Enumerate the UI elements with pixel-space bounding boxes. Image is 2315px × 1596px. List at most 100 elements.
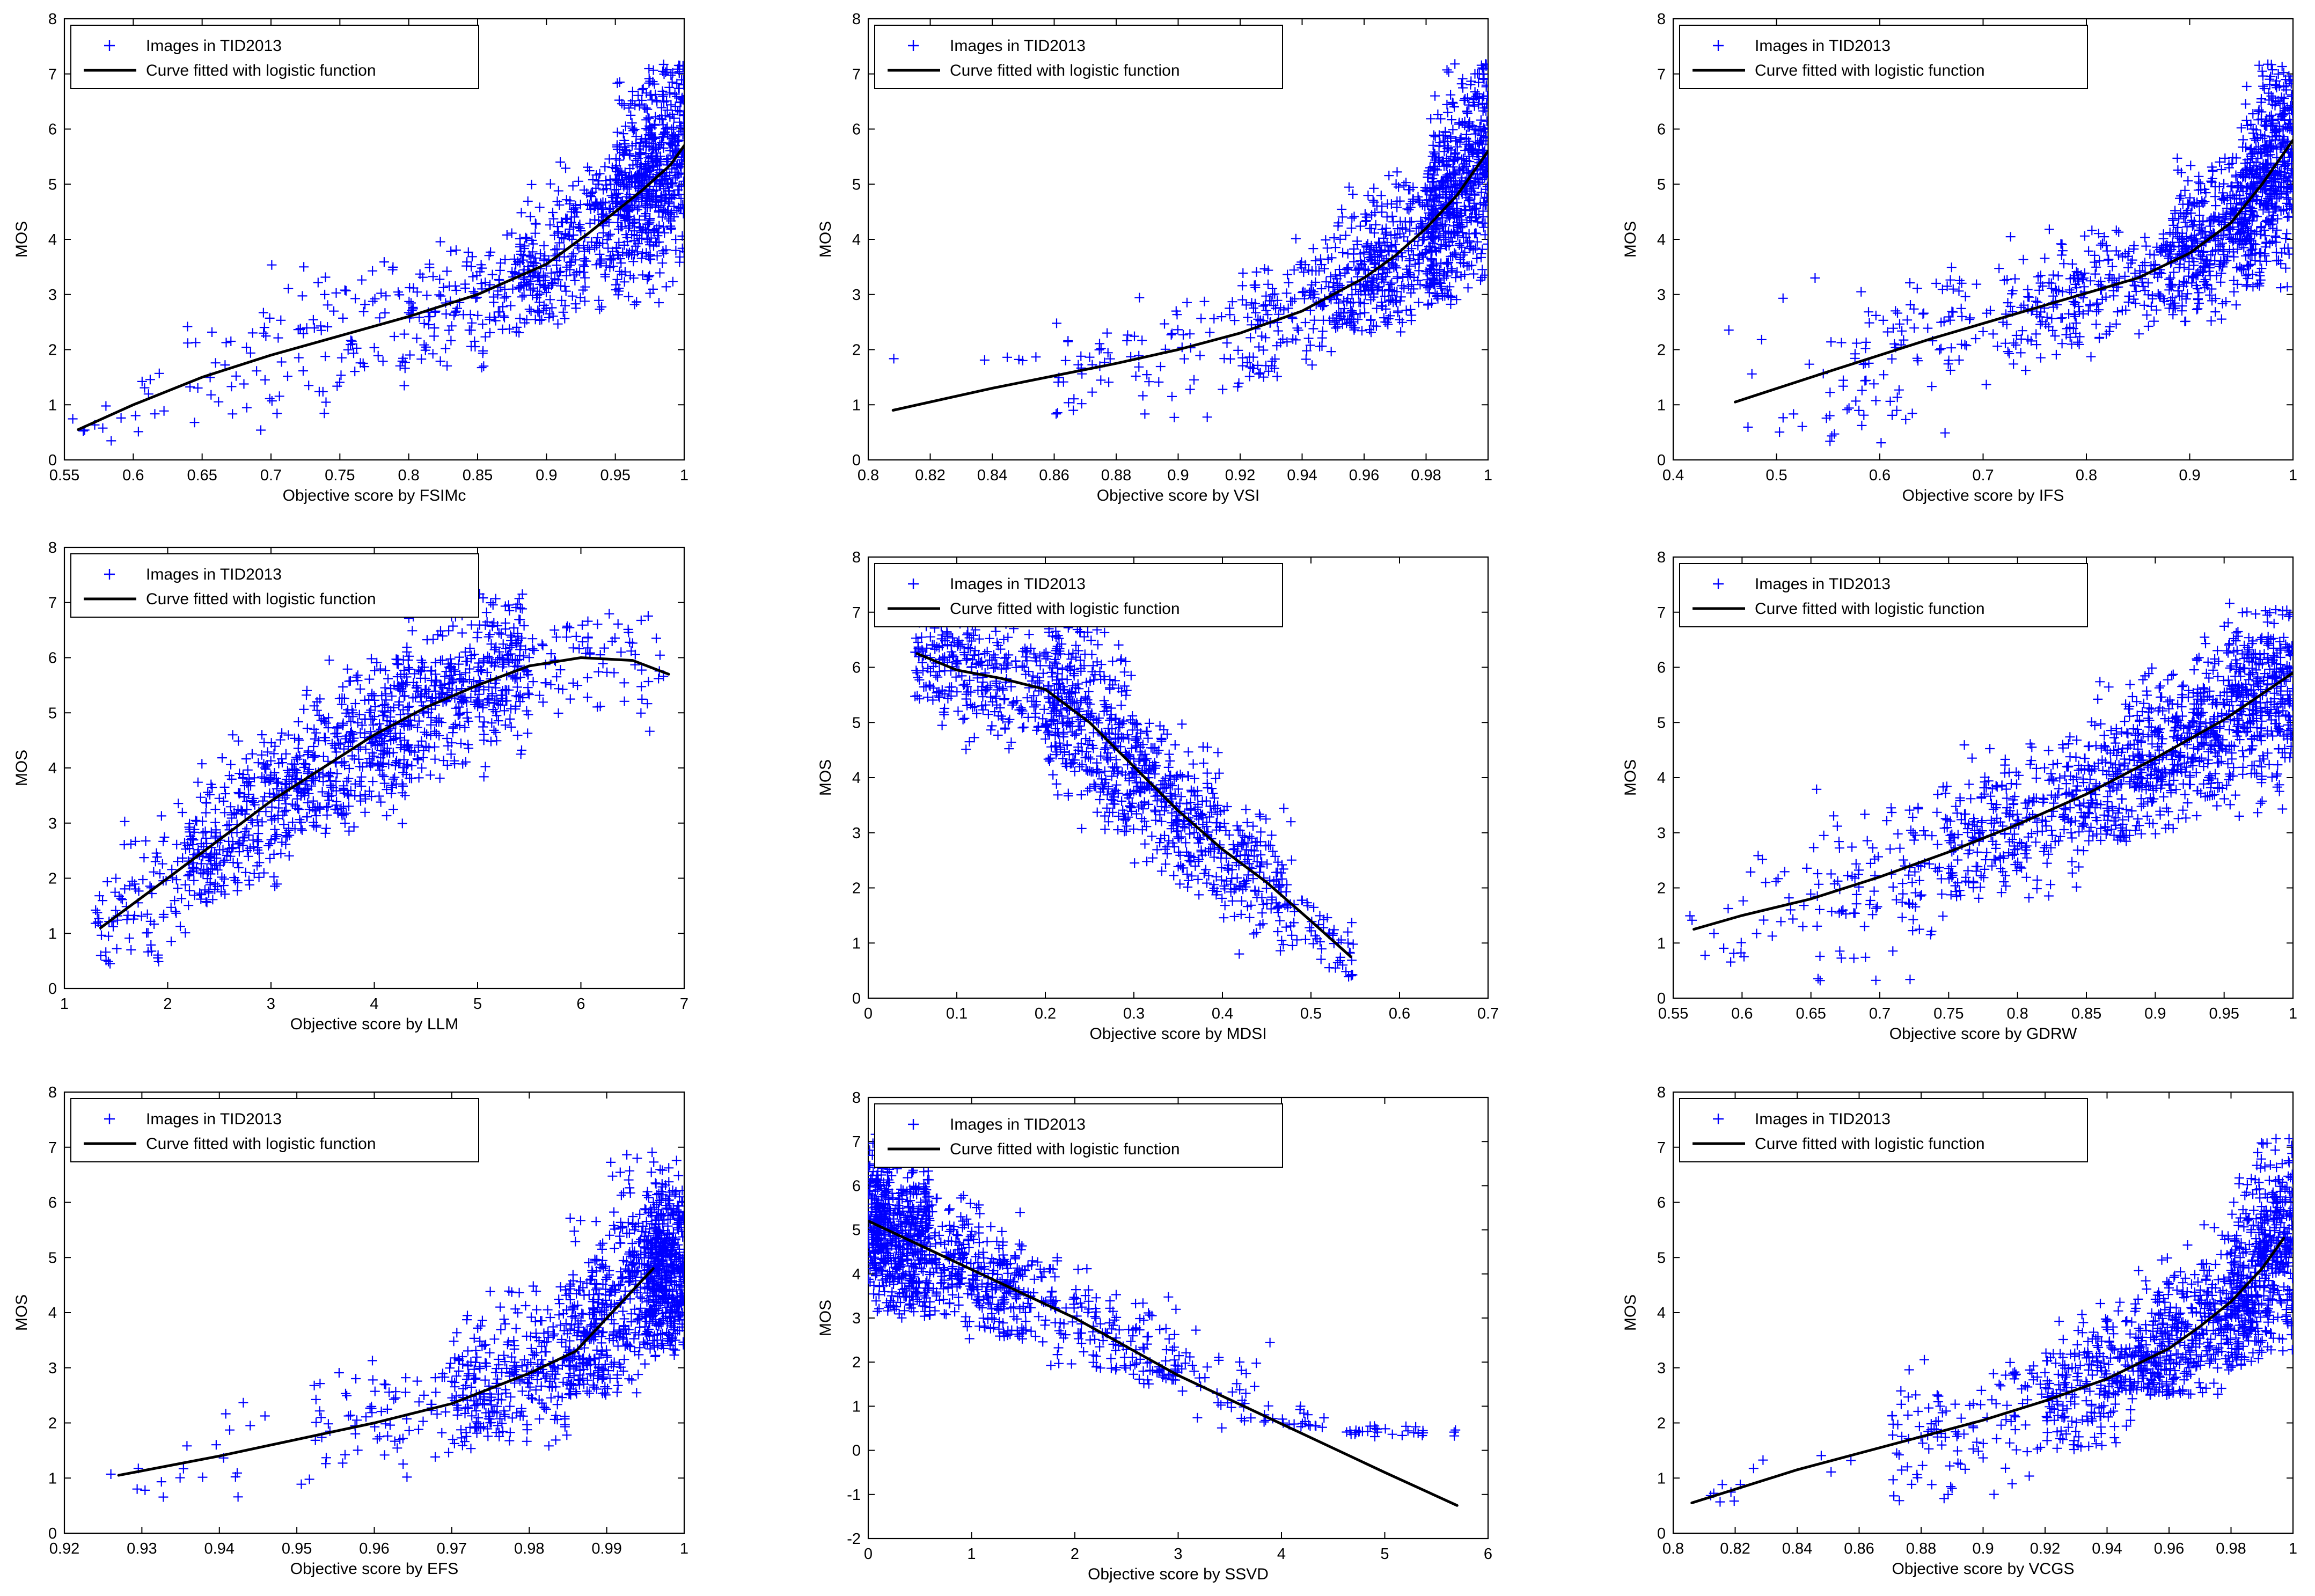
x-tick-label: 0.3: [1123, 1005, 1145, 1022]
y-tick-label: 2: [1657, 1415, 1666, 1432]
x-tick-label: 1: [1484, 467, 1492, 484]
y-tick-label: 5: [1657, 714, 1666, 731]
chart-panel-3: 0.4 0.5 0.6 0.7 0.8 0.9 1 0 1 2 3 4 5 6 7 8 Objective sc…: [1622, 11, 2297, 504]
y-tick-label: 0: [852, 452, 861, 469]
y-tick-label: 8: [48, 11, 57, 28]
y-tick-label: 2: [852, 342, 861, 359]
y-tick-label: 8: [852, 549, 861, 566]
x-tick-label: 0.4: [1212, 1005, 1233, 1022]
x-tick-label: 1: [2289, 1005, 2297, 1022]
x-tick-label: 0.85: [2071, 1005, 2101, 1022]
y-tick-label: 7: [852, 66, 861, 83]
y-tick-label: 0: [852, 1443, 861, 1460]
x-tick-label: 0.84: [977, 467, 1007, 484]
y-tick-label: -2: [847, 1531, 861, 1548]
y-tick-label: 0: [852, 990, 861, 1007]
x-tick-label: 1: [967, 1546, 976, 1563]
scatter-series: [106, 1147, 684, 1502]
x-tick-label: 3: [267, 995, 275, 1013]
x-tick-label: 0.82: [1720, 1540, 1750, 1557]
x-tick-label: 3: [1174, 1546, 1182, 1563]
x-axis-label: Objective score by LLM: [290, 1015, 458, 1033]
legend: Images in TID2013 Curve fitted with logis…: [1679, 25, 2088, 89]
x-tick-label: 0.95: [600, 467, 630, 484]
scatter-markers: [1705, 1133, 2293, 1507]
y-tick-label: 2: [1657, 342, 1666, 359]
y-tick-label: 7: [1657, 66, 1666, 83]
y-tick-label: 8: [1657, 1084, 1666, 1101]
legend-label-curve: Curve fitted with logistic function: [950, 600, 1180, 618]
x-tick-label: 0.96: [1349, 467, 1379, 484]
plot-area: [867, 1096, 1489, 1540]
x-tick-label: 5: [1380, 1546, 1389, 1563]
chart-panel-9: 0.8 0.82 0.84 0.86 0.88 0.9 0.92 0.94 0.96 0.98 1 0…: [1622, 1084, 2297, 1578]
y-tick-label: 6: [1657, 660, 1666, 677]
x-tick-label: 0.86: [1039, 467, 1069, 484]
y-tick-label: 4: [852, 231, 861, 248]
legend-label-curve: Curve fitted with logistic function: [950, 1140, 1180, 1158]
y-tick-label: -1: [847, 1487, 861, 1504]
legend-label-scatter: Images in TID2013: [1755, 37, 1891, 55]
y-tick-label: 5: [852, 1222, 861, 1239]
scatter-markers: [106, 1147, 684, 1502]
chart-panel-7: 0.92 0.93 0.94 0.95 0.96 0.97 0.98 0.99 1 0 1 2 3 4 5 6…: [13, 1084, 688, 1578]
y-tick-label: 6: [48, 1195, 57, 1212]
chart-panel-1: 0.55 0.6 0.65 0.7 0.75 0.8 0.85 0.9 0.95 1 0 1 2 3 4 5 6…: [13, 11, 688, 504]
x-tick-label: 0.82: [915, 467, 945, 484]
x-tick-label: 0.95: [282, 1540, 312, 1557]
x-tick-label: 0.85: [463, 467, 493, 484]
x-tick-label: 0: [864, 1005, 873, 1022]
legend: Images in TID2013 Curve fitted with logis…: [70, 1098, 479, 1162]
fitted-curve: [891, 150, 1488, 412]
x-tick-label: 1: [2289, 1540, 2297, 1557]
x-tick-label: 0.84: [1782, 1540, 1812, 1557]
y-tick-label: 8: [1657, 11, 1666, 28]
x-tick-label: 0.92: [1225, 467, 1255, 484]
legend-label-scatter: Images in TID2013: [146, 37, 282, 55]
plot-area: [1672, 18, 2294, 461]
y-tick-label: 5: [48, 1249, 57, 1266]
x-tick-label: 0.75: [1933, 1005, 1964, 1022]
x-tick-label: 0.7: [1869, 1005, 1891, 1022]
legend-label-curve: Curve fitted with logistic function: [146, 1135, 376, 1153]
y-axis-label: MOS: [13, 221, 31, 258]
y-tick-label: 1: [48, 925, 57, 942]
legend-box: [70, 1098, 479, 1162]
y-tick-label: 4: [852, 770, 861, 787]
x-tick-label: 0.6: [122, 467, 144, 484]
legend-marker-scatter: [1713, 579, 1724, 589]
x-axis-label: Objective score by VCGS: [1892, 1560, 2074, 1578]
x-tick-label: 0.65: [187, 467, 217, 484]
x-tick-label: 0.94: [1287, 467, 1317, 484]
x-tick-label: 0.2: [1035, 1005, 1056, 1022]
y-tick-label: 5: [852, 714, 861, 731]
y-tick-label: 4: [48, 231, 57, 248]
legend-box: [874, 1103, 1283, 1168]
x-tick-label: 0.98: [1411, 467, 1441, 484]
legend: Images in TID2013 Curve fitted with logis…: [1679, 563, 2088, 627]
y-tick-label: 4: [1657, 770, 1666, 787]
legend: Images in TID2013 Curve fitted with logis…: [874, 563, 1283, 627]
y-tick-label: 3: [1657, 1360, 1666, 1377]
legend-label-scatter: Images in TID2013: [950, 575, 1086, 593]
x-tick-label: 4: [370, 995, 378, 1013]
x-tick-label: 0.9: [2179, 467, 2200, 484]
plot-area: [867, 18, 1489, 461]
legend-marker-scatter: [104, 40, 115, 51]
legend: Images in TID2013 Curve fitted with logis…: [70, 553, 479, 618]
y-axis-label: MOS: [1622, 759, 1639, 796]
legend-box: [874, 25, 1283, 89]
y-tick-label: 4: [48, 1305, 57, 1322]
y-tick-label: 3: [1657, 825, 1666, 842]
y-tick-label: 7: [1657, 604, 1666, 621]
legend-label-scatter: Images in TID2013: [950, 1116, 1086, 1133]
fitted-curve: [99, 656, 670, 929]
x-tick-label: 0.8: [398, 467, 420, 484]
legend: Images in TID2013 Curve fitted with logis…: [874, 1103, 1283, 1168]
y-tick-label: 6: [1657, 121, 1666, 138]
x-axis-label: Objective score by SSVD: [1088, 1565, 1269, 1583]
legend-label-curve: Curve fitted with logistic function: [1755, 1135, 1985, 1153]
x-tick-label: 0.88: [1906, 1540, 1936, 1557]
x-tick-label: 5: [473, 995, 482, 1013]
legend-marker-scatter: [1713, 1114, 1724, 1124]
